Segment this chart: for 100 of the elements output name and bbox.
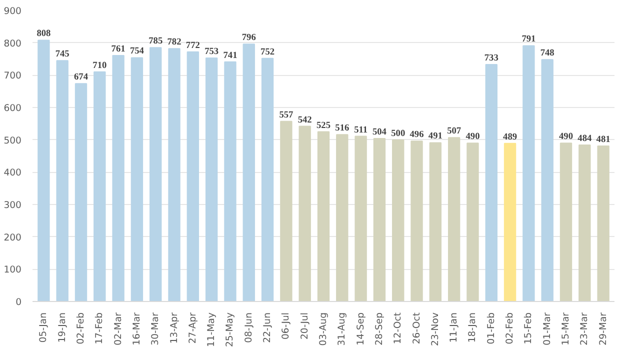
bar xyxy=(150,47,162,302)
x-tick-label: 11-Jan xyxy=(448,312,460,343)
x-tick-label: 28-Sep xyxy=(374,312,385,346)
data-label: 748 xyxy=(540,48,555,59)
bar xyxy=(280,120,292,302)
bar xyxy=(56,60,68,302)
data-label: 796 xyxy=(242,33,256,44)
bar xyxy=(224,61,236,302)
bar xyxy=(578,144,591,302)
data-label: 754 xyxy=(130,46,144,57)
x-tick-label: 15-Feb xyxy=(523,312,534,344)
data-label: 496 xyxy=(410,130,424,140)
x-tick-label: 01-Feb xyxy=(486,312,497,344)
bar xyxy=(485,64,498,302)
x-tick-label: 23-Nov xyxy=(430,312,441,346)
data-label: 507 xyxy=(447,126,462,137)
x-tick-label: 14-Sep xyxy=(355,312,366,346)
x-tick-label: 11-May xyxy=(206,312,218,348)
bar xyxy=(317,131,330,302)
x-tick-label: 26-Oct xyxy=(411,312,422,344)
bar xyxy=(392,139,404,302)
y-tick-label: 500 xyxy=(4,135,22,146)
x-tick-label: 31-Aug xyxy=(336,312,348,346)
x-tick-label: 25-May xyxy=(224,312,236,348)
data-label: 491 xyxy=(428,132,443,142)
data-label: 791 xyxy=(522,34,536,45)
x-tick-label: 06-Jul xyxy=(280,312,292,340)
bar xyxy=(448,137,460,302)
data-label: 525 xyxy=(316,120,331,131)
bar xyxy=(560,142,572,302)
x-tick-label: 05-Jan xyxy=(38,312,50,343)
data-label: 710 xyxy=(92,60,107,71)
data-label: 484 xyxy=(578,134,592,144)
bar xyxy=(112,54,124,302)
bar xyxy=(74,83,88,302)
data-label: 511 xyxy=(354,125,368,136)
x-tick-label: 23-Mar xyxy=(579,312,590,346)
data-label: 782 xyxy=(167,38,182,48)
y-tick-label: 700 xyxy=(4,70,22,82)
x-tick-label: 02-Feb xyxy=(76,312,86,344)
x-tick-label: 03-Aug xyxy=(318,312,329,346)
x-tick-label: 19-Jan xyxy=(56,312,68,343)
x-tick-label: 12-Oct xyxy=(392,312,404,344)
data-label: 489 xyxy=(503,132,518,142)
bar xyxy=(205,58,218,302)
x-tick-label: 13-Apr xyxy=(168,312,180,344)
data-label: 516 xyxy=(335,124,350,134)
y-tick-label: 300 xyxy=(4,200,22,211)
bar xyxy=(336,134,348,302)
x-tick-label: 27-Apr xyxy=(187,312,198,344)
y-tick-label: 200 xyxy=(4,232,22,244)
y-tick-label: 100 xyxy=(4,264,22,276)
x-tick-label: 17-Feb xyxy=(94,312,106,344)
y-tick-label: 900 xyxy=(4,6,22,17)
data-label: 753 xyxy=(204,47,219,58)
x-tick-label: 18-Jan xyxy=(467,312,478,343)
bar xyxy=(168,48,180,302)
bar xyxy=(261,58,274,302)
bar xyxy=(522,45,535,302)
bar xyxy=(130,57,144,302)
x-tick-label: 20-Jul xyxy=(299,312,310,340)
bar xyxy=(410,140,423,302)
data-label: 557 xyxy=(279,110,294,120)
data-label: 772 xyxy=(186,40,200,51)
data-label: 752 xyxy=(260,47,275,58)
x-tick-label: 16-Mar xyxy=(131,312,142,346)
x-tick-label: 22-Jun xyxy=(262,312,274,343)
bar xyxy=(504,142,516,302)
bar xyxy=(38,40,50,302)
data-label: 490 xyxy=(466,132,480,142)
x-tick-label: 29-Mar xyxy=(598,312,609,346)
bar xyxy=(466,142,479,302)
x-tick-label: 01-Mar xyxy=(542,312,553,346)
bar xyxy=(597,145,610,302)
data-label: 733 xyxy=(484,53,499,64)
y-tick-label: 0 xyxy=(16,297,22,308)
data-label: 500 xyxy=(391,128,406,139)
x-tick-label: 02-Feb xyxy=(504,312,516,344)
bar xyxy=(186,51,200,302)
y-tick-label: 400 xyxy=(4,168,22,179)
x-tick-label: 30-Mar xyxy=(150,312,162,346)
bar xyxy=(298,126,311,302)
data-label: 808 xyxy=(36,29,52,40)
data-label: 542 xyxy=(298,115,312,126)
bar xyxy=(373,138,386,302)
x-tick-label: 02-Mar xyxy=(112,312,124,346)
data-label: 761 xyxy=(111,44,126,54)
bar xyxy=(94,71,106,302)
bar xyxy=(541,59,554,302)
bar xyxy=(242,44,255,302)
data-label: 745 xyxy=(55,50,70,60)
data-label: 785 xyxy=(148,36,163,47)
data-label: 481 xyxy=(596,134,611,145)
bar xyxy=(429,142,442,302)
data-label: 490 xyxy=(559,132,574,142)
y-tick-label: 600 xyxy=(4,103,22,114)
x-tick-label: 15-Mar xyxy=(560,312,572,346)
data-label: 741 xyxy=(223,50,238,61)
data-label: 674 xyxy=(74,72,88,83)
bar xyxy=(354,136,367,302)
